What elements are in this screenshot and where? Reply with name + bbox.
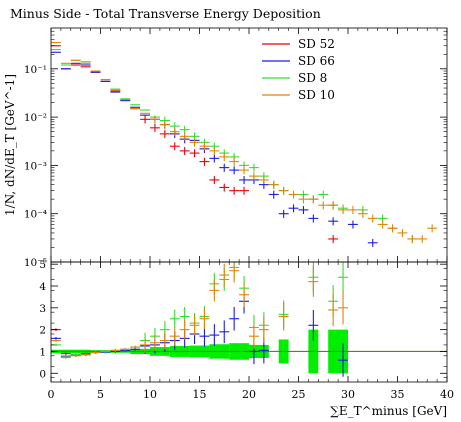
legend-label: SD 10: [298, 88, 335, 102]
x-tick-label: 10: [143, 388, 157, 401]
legend-label: SD 66: [298, 54, 335, 68]
legend-label: SD 8: [298, 71, 327, 85]
series-sd-10: [51, 41, 438, 244]
legend: SD 52 SD 66 SD 8 SD 10: [262, 37, 335, 102]
main-plot-panel: 10⁻¹ 10⁻² 10⁻³ 10⁻⁴ 10⁻⁵ 1/N, dN/dE_T [GeV^-…: [3, 27, 448, 269]
x-tick-label: 30: [341, 388, 355, 401]
ratio-series-sd-8: [51, 262, 348, 358]
x-axis-label: ∑E_T^minus [GeV]: [330, 404, 447, 418]
x-tick-label: 0: [48, 388, 55, 401]
y-tick-label: 10⁻³: [24, 160, 47, 172]
ratio-axis-ticks: 0 1 2 3 4 5 0 5 10 15 20 25 30 35 40: [39, 259, 454, 401]
legend-label: SD 52: [298, 37, 335, 51]
ratio-series-layer: [51, 262, 348, 377]
x-tick-label: 15: [193, 388, 207, 401]
main-axis-ticks: 10⁻¹ 10⁻² 10⁻³ 10⁻⁴ 10⁻⁵: [24, 28, 448, 269]
y-tick-label: 10⁻²: [24, 112, 47, 124]
chart-title: Minus Side - Total Transverse Energy Dep…: [10, 6, 321, 21]
x-tick-label: 25: [292, 388, 306, 401]
ratio-y-tick-label: 1: [39, 346, 46, 358]
x-tick-label: 5: [97, 388, 104, 401]
ratio-plot-frame: [50, 261, 448, 383]
main-series-layer: [51, 41, 438, 247]
y-tick-label: 10⁻⁴: [24, 209, 47, 221]
x-tick-label: 35: [391, 388, 405, 401]
y-tick-label: 10⁻⁵: [24, 257, 47, 269]
ratio-series-sd-66: [51, 289, 348, 377]
ratio-y-tick-label: 4: [39, 281, 46, 293]
ratio-y-tick-label: 2: [39, 325, 46, 337]
x-tick-label: 40: [440, 388, 454, 401]
ratio-y-tick-label: 5: [39, 259, 46, 271]
x-tick-label: 20: [242, 388, 256, 401]
main-plot-frame: [50, 27, 448, 263]
ratio-y-tick-label: 3: [39, 303, 46, 315]
ratio-y-tick-label: 0: [39, 368, 46, 380]
ratio-plot-panel: 0 1 2 3 4 5 0 5 10 15 20 25 30 35 40 ∑E_T^minus [GeV]: [39, 259, 454, 418]
y-axis-label: 1/N, dN/dE_T [GeV^-1]: [3, 74, 17, 216]
ratio-series-sd-10: [51, 262, 348, 359]
y-tick-label: 10⁻¹: [24, 64, 47, 76]
